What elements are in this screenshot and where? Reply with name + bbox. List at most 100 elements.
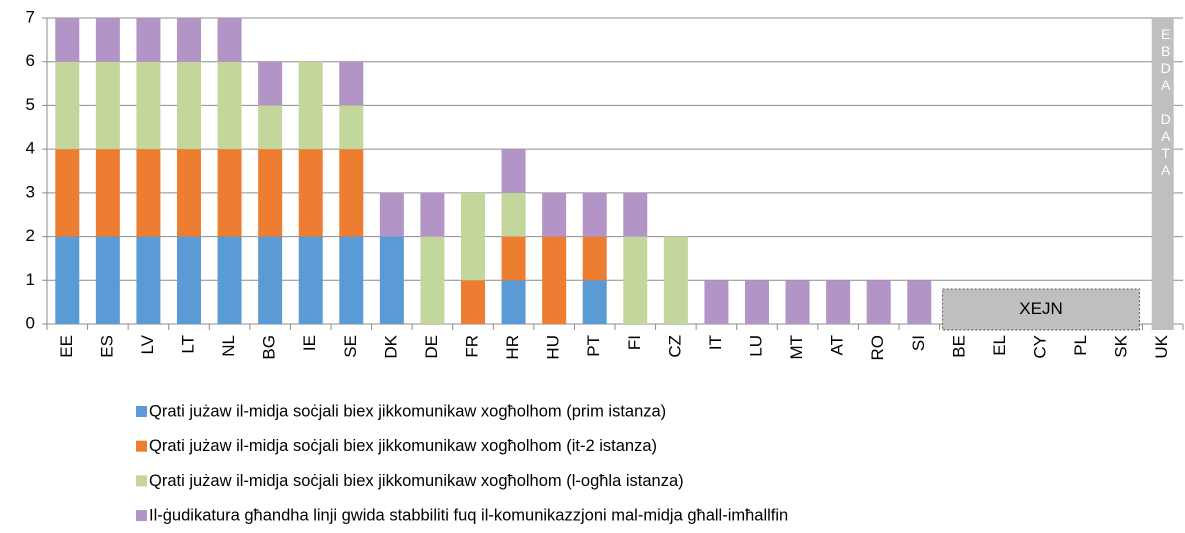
bar-segment [136, 18, 161, 62]
legend-swatch [136, 440, 147, 452]
x-tick-label: IT [706, 335, 725, 350]
legend-swatch [136, 510, 147, 522]
x-tick-label: PL [1071, 335, 1090, 356]
bar-segment [461, 192, 485, 281]
x-tick-label: DE [422, 335, 441, 359]
bar-segment [177, 18, 201, 62]
y-tick-label: 6 [26, 51, 35, 70]
bar-segment [55, 149, 80, 237]
bar-segment [501, 280, 526, 324]
bar-segment [704, 280, 729, 324]
x-tick-label: CY [1030, 335, 1049, 359]
bar-segment [136, 236, 161, 324]
no-data-label: EBDA DATA [1157, 26, 1174, 179]
y-tick-label: 2 [26, 226, 35, 245]
x-tick-label: LU [746, 335, 765, 357]
x-tick-label: EE [57, 335, 76, 358]
bar-segment [826, 280, 851, 324]
y-tick-label: 3 [26, 182, 35, 201]
bar-segment [298, 236, 323, 324]
bar-segment [55, 18, 80, 62]
legend-label: Qrati jużaw il-midja soċjali biex jikkom… [149, 402, 666, 420]
bar-segment [339, 105, 364, 150]
x-tick-label: FR [462, 335, 481, 358]
x-tick-label: PT [584, 335, 603, 357]
bar-segment [298, 61, 323, 150]
bar-segment [745, 280, 769, 324]
bar-segment [501, 149, 526, 193]
legend-label: Qrati jużaw il-midja soċjali biex jikkom… [149, 437, 657, 455]
bar-segment [339, 149, 364, 237]
bar-segment [177, 149, 201, 237]
x-tick-label: LT [178, 335, 197, 354]
x-tick-label: LV [138, 334, 157, 354]
x-tick-label: CZ [665, 335, 684, 358]
x-tick-label: SE [341, 335, 360, 358]
y-tick-label: 7 [26, 7, 35, 26]
x-tick-label: MT [787, 335, 806, 360]
bar-segment [339, 61, 364, 106]
bar-segment [95, 61, 120, 150]
bar-segment [217, 236, 242, 324]
x-tick-label: ES [97, 335, 116, 358]
y-tick-label: 5 [26, 95, 35, 114]
bar-segment [582, 280, 607, 324]
x-tick-label: UK [1152, 334, 1171, 358]
bar-segment [582, 236, 607, 281]
bar-segment [177, 236, 201, 324]
empty-box [942, 288, 1140, 331]
bar-segment [136, 61, 161, 150]
x-tick-label: IE [300, 335, 319, 351]
x-tick-label: SI [909, 335, 928, 351]
bar-segment [420, 192, 445, 237]
bar-segment [582, 192, 607, 237]
y-tick-label: 4 [26, 139, 35, 158]
bar-segment [623, 236, 648, 324]
bar-segment [542, 192, 567, 237]
bar-segment [217, 18, 242, 62]
bar-segment [461, 280, 485, 324]
x-tick-label: RO [868, 335, 887, 361]
bar-segment [907, 280, 932, 324]
bar-segment [866, 280, 891, 324]
bar-segment [542, 236, 567, 324]
x-tick-label: DK [381, 334, 400, 358]
x-tick-label: NL [219, 335, 238, 357]
bar-segment [298, 149, 323, 237]
x-tick-label: HU [544, 335, 563, 360]
legend-swatch [136, 406, 147, 417]
bar-segment [258, 236, 283, 324]
bar-segment [95, 149, 120, 237]
bar-segment [217, 149, 242, 237]
bar-segment [501, 236, 526, 281]
bar-segment [379, 192, 404, 237]
bar-segment [136, 149, 161, 237]
bar-segment [95, 18, 120, 62]
legend-swatch [136, 475, 147, 487]
bar-segment [55, 236, 80, 324]
bar-segment [258, 149, 283, 237]
bar-segment [258, 105, 283, 150]
y-tick-label: 0 [26, 313, 35, 332]
bar-segment [55, 61, 80, 150]
bar-segment [420, 236, 445, 324]
x-tick-label: SK [1112, 334, 1131, 357]
x-tick-label: BE [949, 335, 968, 358]
bar-segment [501, 192, 526, 237]
empty-label: XEJN [1019, 299, 1062, 318]
y-tick-label: 1 [26, 270, 35, 289]
bar-segment [663, 236, 688, 324]
bar-segment [258, 61, 283, 106]
x-tick-label: FI [625, 335, 644, 350]
bar-segment [785, 280, 810, 324]
x-tick-label: AT [828, 335, 847, 355]
bar-segment [379, 236, 404, 324]
bar-segment [177, 61, 201, 150]
bar-segment [95, 236, 120, 324]
bar-segment [339, 236, 364, 324]
bar-segment [623, 192, 648, 237]
legend-label: Qrati jużaw il-midja soċjali biex jikkom… [149, 472, 684, 490]
x-tick-label: BG [260, 335, 279, 360]
